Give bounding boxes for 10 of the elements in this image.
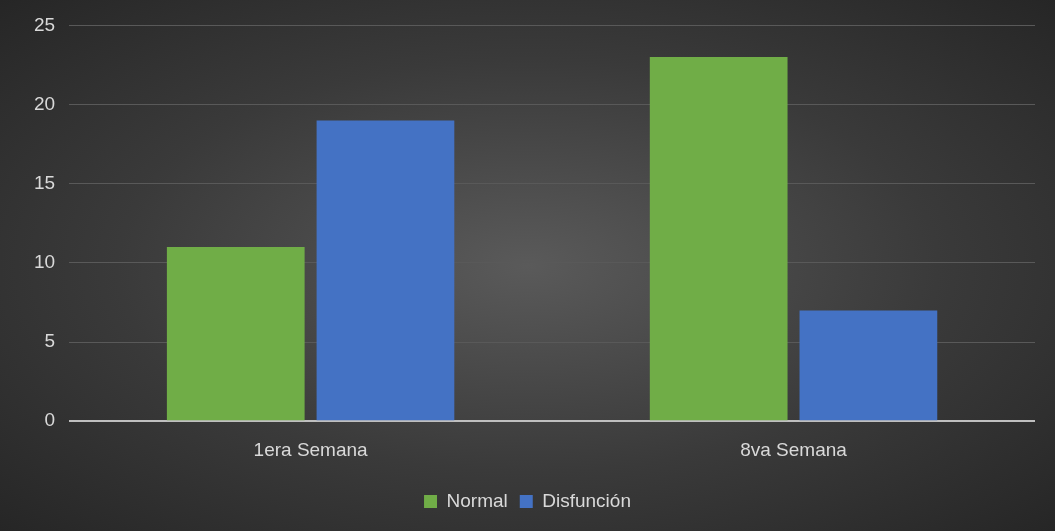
y-tick-label: 5: [44, 330, 56, 352]
y-tick-label: 0: [44, 409, 56, 431]
legend-label: Disfunción: [542, 489, 631, 511]
y-tick-label: 10: [33, 251, 56, 273]
legend-label: Normal: [446, 489, 508, 511]
y-tick-label: 15: [33, 171, 56, 193]
y-tick-label: 20: [33, 92, 56, 114]
x-tick-label: 8va Semana: [740, 438, 848, 460]
y-tick-label: 25: [33, 13, 56, 35]
x-tick-label: 1era Semana: [253, 438, 369, 460]
